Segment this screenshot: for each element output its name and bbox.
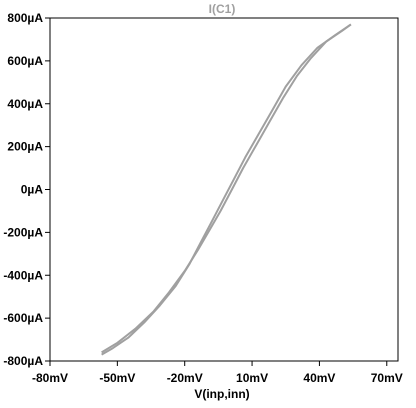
y-tick-label: -200µA xyxy=(3,225,43,239)
x-axis: -80mV -50mV -20mV 10mV 40mV 70mV xyxy=(32,361,403,385)
series-layer xyxy=(101,23,352,356)
x-tick-label: -50mV xyxy=(99,371,135,385)
y-tick-label: 600µA xyxy=(7,54,43,68)
x-axis-title: V(inp,inn) xyxy=(194,387,249,401)
y-tick-label: 200µA xyxy=(7,140,43,154)
series-line-2 xyxy=(101,23,352,356)
x-tick-label: 10mV xyxy=(236,371,268,385)
y-tick-label: -600µA xyxy=(3,311,43,325)
x-tick-label: 70mV xyxy=(371,371,403,385)
plot-area xyxy=(49,17,399,362)
x-tick-label: -80mV xyxy=(32,371,68,385)
y-tick-label: -400µA xyxy=(3,268,43,282)
y-axis: -800µA -600µA -400µA -200µA 0µA 200µA 400µA 600… xyxy=(3,11,50,368)
chart-title: I(C1) xyxy=(209,2,236,16)
y-tick-label: -800µA xyxy=(3,354,43,368)
y-tick-label: 800µA xyxy=(7,11,43,25)
y-tick-label: 400µA xyxy=(7,97,43,111)
x-tick-label: -20mV xyxy=(167,371,203,385)
y-tick-label: 0µA xyxy=(21,183,44,197)
x-tick-label: 40mV xyxy=(303,371,335,385)
